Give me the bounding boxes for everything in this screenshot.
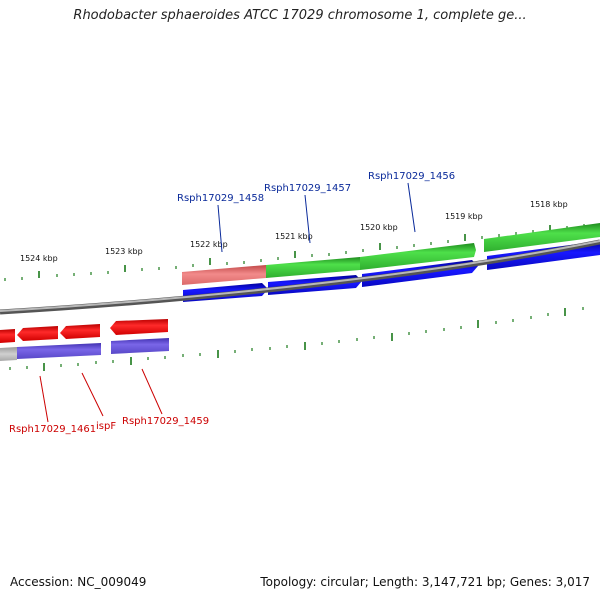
reverse-cds-ispF[interactable] [17, 343, 101, 359]
forward-gene-1458[interactable] [182, 265, 266, 285]
label-leader-lines [39, 182, 416, 423]
major-ticks-lower [43, 308, 566, 371]
reverse-gene-1459[interactable] [110, 319, 168, 335]
chromosome-backbone-highlight [0, 240, 600, 312]
lower-tick-track [9, 307, 584, 371]
forward-gene-label[interactable]: Rsph17029_1458 [177, 193, 264, 204]
reverse-cds-track [0, 338, 169, 361]
scale-label: 1518 kbp [530, 200, 568, 209]
chromosome-backbone [0, 239, 600, 315]
scale-label: 1520 kbp [360, 223, 398, 232]
scale-label: 1524 kbp [20, 254, 58, 263]
scale-label: 1519 kbp [445, 212, 483, 221]
forward-gene-label[interactable]: Rsph17029_1457 [264, 183, 351, 194]
minor-ticks-lower [9, 307, 584, 370]
reverse-gene-track [0, 319, 168, 343]
reverse-cds-1459[interactable] [111, 338, 169, 354]
forward-gene-1456[interactable] [360, 243, 476, 270]
reverse-gene-label[interactable]: Rsph17029_1461 [9, 424, 96, 435]
scale-label: 1522 kbp [190, 240, 228, 249]
scale-label: 1521 kbp [275, 232, 313, 241]
minor-ticks-upper [4, 224, 585, 281]
map-title: Rhodobacter sphaeroides ATCC 17029 chrom… [73, 8, 527, 23]
reverse-gene-1461[interactable] [0, 329, 15, 343]
reverse-gene-label[interactable]: Rsph17029_1459 [122, 416, 209, 427]
forward-gene-1457[interactable] [266, 257, 360, 278]
scale-label: 1523 kbp [105, 247, 143, 256]
genome-summary: Topology: circular; Length: 3,147,721 bp… [260, 575, 590, 589]
forward-gene-next[interactable] [484, 223, 600, 252]
forward-gene-track [182, 223, 600, 285]
reverse-gene-ispF[interactable] [17, 326, 58, 341]
forward-gene-label[interactable]: Rsph17029_1456 [368, 171, 455, 182]
reverse-gene-1460[interactable] [60, 324, 100, 339]
upper-tick-track: 1524 kbp 1523 kbp 1522 kbp 1521 kbp 1520… [4, 200, 585, 281]
accession-text: Accession: NC_009049 [10, 575, 147, 589]
reverse-cds-grey[interactable] [0, 347, 17, 361]
reverse-gene-label[interactable]: ispF [96, 421, 116, 432]
